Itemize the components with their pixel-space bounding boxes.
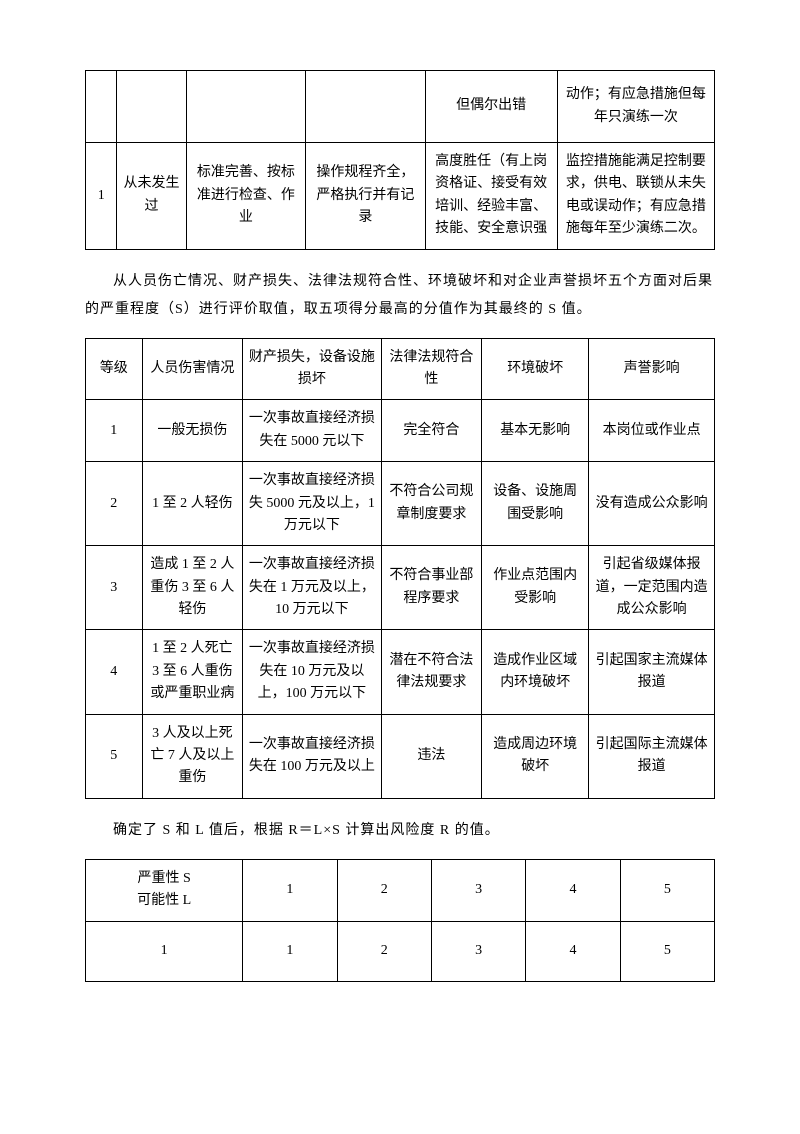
t2-r1-c2: 一次事故直接经济损失 5000 元及以上，1 万元以下 xyxy=(243,462,381,546)
likelihood-l-label: 可能性 L xyxy=(90,890,238,912)
t1-r0-c5: 动作；有应急措施但每年只演练一次 xyxy=(557,71,714,143)
t2-r0-c1: 一般无损伤 xyxy=(142,400,243,462)
severity-s-label: 严重性 S xyxy=(90,868,238,890)
t1-r0-c3 xyxy=(306,71,426,143)
t2-h5: 声誉影响 xyxy=(589,338,715,400)
t1-r0-c2 xyxy=(186,71,306,143)
t2-r0-c4: 基本无影响 xyxy=(482,400,589,462)
t2-r4-c3: 违法 xyxy=(381,714,482,798)
t2-h3: 法律法规符合性 xyxy=(381,338,482,400)
t2-r3-c3: 潜在不符合法律法规要求 xyxy=(381,630,482,714)
t2-r2-c0: 3 xyxy=(86,546,143,630)
severity-table: 等级 人员伤害情况 财产损失，设备设施损坏 法律法规符合性 环境破坏 声誉影响 … xyxy=(85,338,715,799)
t2-r3-c4: 造成作业区域内环境破坏 xyxy=(482,630,589,714)
t2-h2: 财产损失，设备设施损坏 xyxy=(243,338,381,400)
matrix-r1-c5: 5 xyxy=(620,921,714,981)
t2-r1-c0: 2 xyxy=(86,462,143,546)
t1-r1-c0: 1 xyxy=(86,143,117,250)
matrix-r1-c3: 3 xyxy=(431,921,525,981)
t2-r4-c1: 3 人及以上死亡 7 人及以上重伤 xyxy=(142,714,243,798)
t1-r1-c2: 标准完善、按标准进行检查、作业 xyxy=(186,143,306,250)
matrix-r1-c1: 1 xyxy=(243,921,337,981)
t2-r3-c2: 一次事故直接经济损失在 10 万元及以上，100 万元以下 xyxy=(243,630,381,714)
t1-r1-c1: 从未发生过 xyxy=(117,143,186,250)
t2-r4-c2: 一次事故直接经济损失在 100 万元及以上 xyxy=(243,714,381,798)
matrix-col-4: 4 xyxy=(526,859,620,921)
t2-r4-c0: 5 xyxy=(86,714,143,798)
t2-r1-c5: 没有造成公众影响 xyxy=(589,462,715,546)
t1-r0-c4: 但偶尔出错 xyxy=(425,71,557,143)
t2-r3-c1: 1 至 2 人死亡 3 至 6 人重伤或严重职业病 xyxy=(142,630,243,714)
matrix-col-2: 2 xyxy=(337,859,431,921)
t2-r2-c2: 一次事故直接经济损失在 1 万元及以上，10 万元以下 xyxy=(243,546,381,630)
t2-r1-c3: 不符合公司规章制度要求 xyxy=(381,462,482,546)
risk-matrix-table: 严重性 S 可能性 L 1 2 3 4 5 1 1 2 3 4 5 xyxy=(85,859,715,982)
t2-r2-c1: 造成 1 至 2 人重伤 3 至 6 人轻伤 xyxy=(142,546,243,630)
matrix-r1-c4: 4 xyxy=(526,921,620,981)
t2-r0-c5: 本岗位或作业点 xyxy=(589,400,715,462)
t2-h0: 等级 xyxy=(86,338,143,400)
t2-r4-c5: 引起国际主流媒体报道 xyxy=(589,714,715,798)
t1-r1-c3: 操作规程齐全，严格执行并有记录 xyxy=(306,143,426,250)
t2-r2-c5: 引起省级媒体报道，一定范围内造成公众影响 xyxy=(589,546,715,630)
t1-r0-c1 xyxy=(117,71,186,143)
t2-r3-c5: 引起国家主流媒体报道 xyxy=(589,630,715,714)
severity-intro-paragraph: 从人员伤亡情况、财产损失、法律法规符合性、环境破坏和对企业声誉损坏五个方面对后果… xyxy=(85,268,715,324)
t2-r2-c4: 作业点范围内受影响 xyxy=(482,546,589,630)
t2-r2-c3: 不符合事业部程序要求 xyxy=(381,546,482,630)
t2-r3-c0: 4 xyxy=(86,630,143,714)
t2-r0-c2: 一次事故直接经济损失在 5000 元以下 xyxy=(243,400,381,462)
t2-h1: 人员伤害情况 xyxy=(142,338,243,400)
t1-r1-c4: 高度胜任（有上岗资格证、接受有效培训、经验丰富、技能、安全意识强 xyxy=(425,143,557,250)
t2-r0-c3: 完全符合 xyxy=(381,400,482,462)
risk-formula-paragraph: 确定了 S 和 L 值后，根据 R＝L×S 计算出风险度 R 的值。 xyxy=(85,817,715,845)
t2-r0-c0: 1 xyxy=(86,400,143,462)
t2-r1-c1: 1 至 2 人轻伤 xyxy=(142,462,243,546)
likelihood-table: 但偶尔出错 动作；有应急措施但每年只演练一次 1 从未发生过 标准完善、按标准进… xyxy=(85,70,715,250)
t2-r1-c4: 设备、设施周围受影响 xyxy=(482,462,589,546)
matrix-header-label: 严重性 S 可能性 L xyxy=(86,859,243,921)
matrix-col-3: 3 xyxy=(431,859,525,921)
t1-r1-c5: 监控措施能满足控制要求，供电、联锁从未失电或误动作；有应急措施每年至少演练二次。 xyxy=(557,143,714,250)
t2-r4-c4: 造成周边环境破坏 xyxy=(482,714,589,798)
t1-r0-c0 xyxy=(86,71,117,143)
matrix-col-1: 1 xyxy=(243,859,337,921)
t2-h4: 环境破坏 xyxy=(482,338,589,400)
matrix-r1-c2: 2 xyxy=(337,921,431,981)
matrix-col-5: 5 xyxy=(620,859,714,921)
matrix-row-1-label: 1 xyxy=(86,921,243,981)
